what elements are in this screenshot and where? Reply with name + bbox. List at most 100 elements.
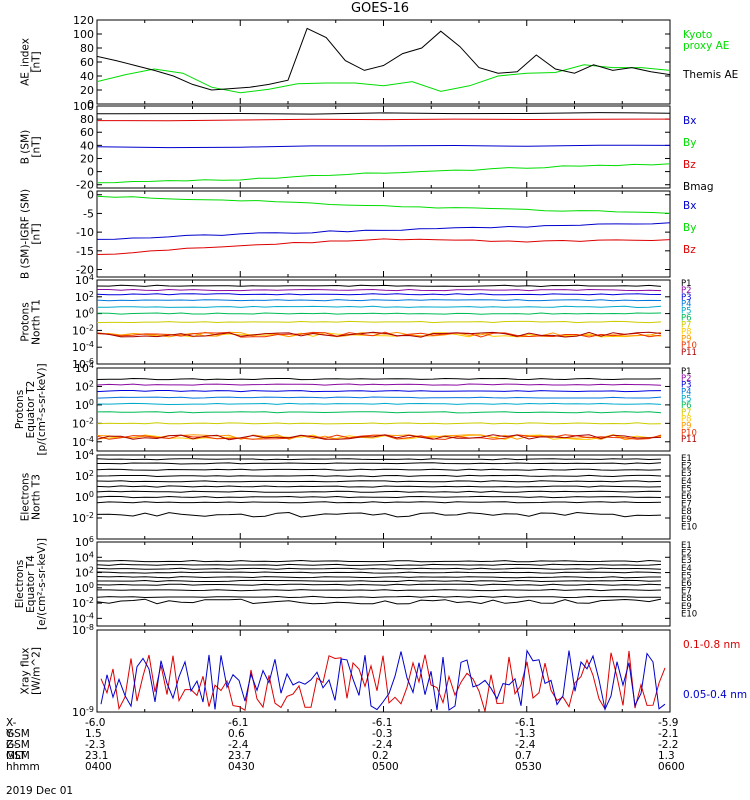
legend-entry: E4 bbox=[681, 477, 692, 487]
series-line-e8 bbox=[97, 588, 662, 592]
series-line-e6 bbox=[97, 485, 662, 488]
legend-entry: E2 bbox=[681, 549, 692, 559]
legend-entry: E10 bbox=[681, 522, 697, 532]
panel-frame bbox=[96, 105, 671, 189]
y-tick-label: 10-4 bbox=[72, 611, 94, 625]
y-tick-label: 0 bbox=[87, 166, 94, 179]
series-line-e2 bbox=[97, 462, 662, 465]
series-line-p3 bbox=[97, 293, 662, 296]
series-line-p7 bbox=[97, 422, 662, 425]
y-tick-label: 10-2 bbox=[72, 416, 94, 430]
series-group bbox=[97, 458, 662, 518]
legend-entry: E10 bbox=[681, 609, 697, 619]
y-tick-label: 10-4 bbox=[72, 435, 94, 449]
y-tick-label: 60 bbox=[80, 126, 94, 139]
ephemeris-value: 0500 bbox=[372, 761, 399, 773]
legend-entry: E8 bbox=[681, 594, 692, 604]
series-line-p4 bbox=[97, 396, 662, 399]
ephemeris-value: -1.3 bbox=[515, 728, 536, 740]
series-line-e10 bbox=[97, 598, 662, 605]
legend-entry: Bz bbox=[683, 244, 696, 256]
series-line-p2 bbox=[97, 383, 662, 386]
y-tick-label: 102 bbox=[75, 379, 94, 393]
legend-entry: P7 bbox=[681, 408, 692, 418]
series-line-p1 bbox=[97, 284, 662, 288]
legend-entry: P10 bbox=[681, 428, 697, 438]
legend-entry: Kyoto proxy AE bbox=[683, 29, 729, 52]
panel-bdiff: -20 -15 -10 -5 0 B (SM)-IGRF (SM)[nT] Bx By Bz bbox=[20, 189, 697, 279]
legend-entry: By bbox=[683, 222, 696, 234]
y-tick-label: 100 bbox=[75, 490, 94, 504]
legend-entry: E1 bbox=[681, 454, 692, 464]
legend-entry: P6 bbox=[681, 401, 692, 411]
legend-entry: P1 bbox=[681, 279, 692, 289]
panel-frame bbox=[96, 190, 671, 278]
y-tick-label: 102 bbox=[75, 469, 94, 483]
panel-xray: 10-9 10-8 Xray flux[W/m^2] 0.1-0.8 nm 0.05-0… bbox=[20, 623, 748, 719]
ephemeris-value: -2.1 bbox=[658, 728, 679, 740]
series-line-by bbox=[97, 163, 670, 184]
ephemeris-value: -2.3 bbox=[85, 739, 106, 751]
series-line-bz bbox=[97, 238, 670, 255]
ephemeris-value: -2.4 bbox=[515, 739, 536, 751]
y-tick-label: 104 bbox=[75, 361, 94, 375]
ephemeris-label: MLT bbox=[6, 750, 26, 762]
panel-protons-t1: 10-6 10-4 10-2 100 102 104 ProtonsNorth T1 P1P2… bbox=[20, 273, 697, 371]
ephemeris-value: -0.3 bbox=[372, 728, 393, 740]
panel-frame bbox=[96, 629, 671, 713]
y-tick-label: 104 bbox=[75, 273, 94, 287]
series-group bbox=[97, 284, 662, 338]
series-line-p5 bbox=[97, 402, 662, 406]
legend-entry: E9 bbox=[681, 602, 692, 612]
legend-entry: 0.05-0.4 nm bbox=[683, 689, 747, 701]
legend-entry: E2 bbox=[681, 462, 692, 472]
y-tick-label: 80 bbox=[80, 42, 94, 55]
y-tick-label: 0 bbox=[87, 98, 94, 111]
series-line-bz bbox=[97, 118, 670, 122]
series-line-p10 bbox=[97, 434, 662, 440]
y-axis-label: ProtonsEquator T2[p/(cm²-s-sr-keV)] bbox=[14, 363, 48, 455]
legend-entry: P3 bbox=[681, 381, 692, 391]
y-axis-label: Xray flux[W/m^2] bbox=[20, 647, 43, 695]
chart-title: GOES-16 bbox=[350, 1, 409, 16]
panel-frame bbox=[96, 19, 671, 105]
legend-entry: E6 bbox=[681, 492, 692, 502]
y-tick-label: 10-9 bbox=[72, 705, 94, 719]
legend-entry: Bmag bbox=[683, 181, 714, 193]
series-line-p6 bbox=[97, 312, 662, 315]
ephemeris-value: 0600 bbox=[658, 761, 685, 773]
legend-entry: P1 bbox=[681, 367, 692, 377]
series-line-p8 bbox=[97, 434, 662, 440]
legend-entry: P4 bbox=[681, 300, 692, 310]
legend-entry: P2 bbox=[681, 286, 692, 296]
legend-entry: P8 bbox=[681, 327, 692, 337]
legend-entry: E6 bbox=[681, 579, 692, 589]
y-tick-label: 10-2 bbox=[72, 323, 94, 337]
legend-entry: P2 bbox=[681, 374, 692, 384]
y-tick-label: 10-2 bbox=[72, 511, 94, 525]
series-line-e9 bbox=[97, 595, 661, 599]
legend-entry: E1 bbox=[681, 541, 692, 551]
y-tick-label: 10-4 bbox=[72, 340, 94, 354]
legend-entry: E7 bbox=[681, 587, 692, 597]
legend-entry: Themis AE bbox=[682, 69, 738, 81]
y-tick-label: 100 bbox=[75, 307, 94, 321]
y-tick-label: 102 bbox=[75, 566, 94, 580]
series-line-p11 bbox=[97, 434, 662, 441]
series-line-0-1-0-8-nm bbox=[100, 650, 666, 712]
series-group bbox=[97, 112, 670, 184]
ephemeris-label: Y-GSM bbox=[6, 728, 30, 751]
series-line-kyoto-proxy-ae bbox=[97, 64, 670, 94]
legend-entry: Bx bbox=[683, 200, 696, 212]
y-tick-label: 104 bbox=[75, 550, 94, 564]
y-tick-label: 100 bbox=[75, 398, 94, 412]
ephemeris-value: 1.3 bbox=[658, 750, 675, 762]
series-line-p4 bbox=[97, 299, 662, 302]
legend-entry: P5 bbox=[681, 307, 692, 317]
ephemeris-value: 0530 bbox=[515, 761, 542, 773]
y-tick-label: 10-6 bbox=[72, 357, 94, 371]
